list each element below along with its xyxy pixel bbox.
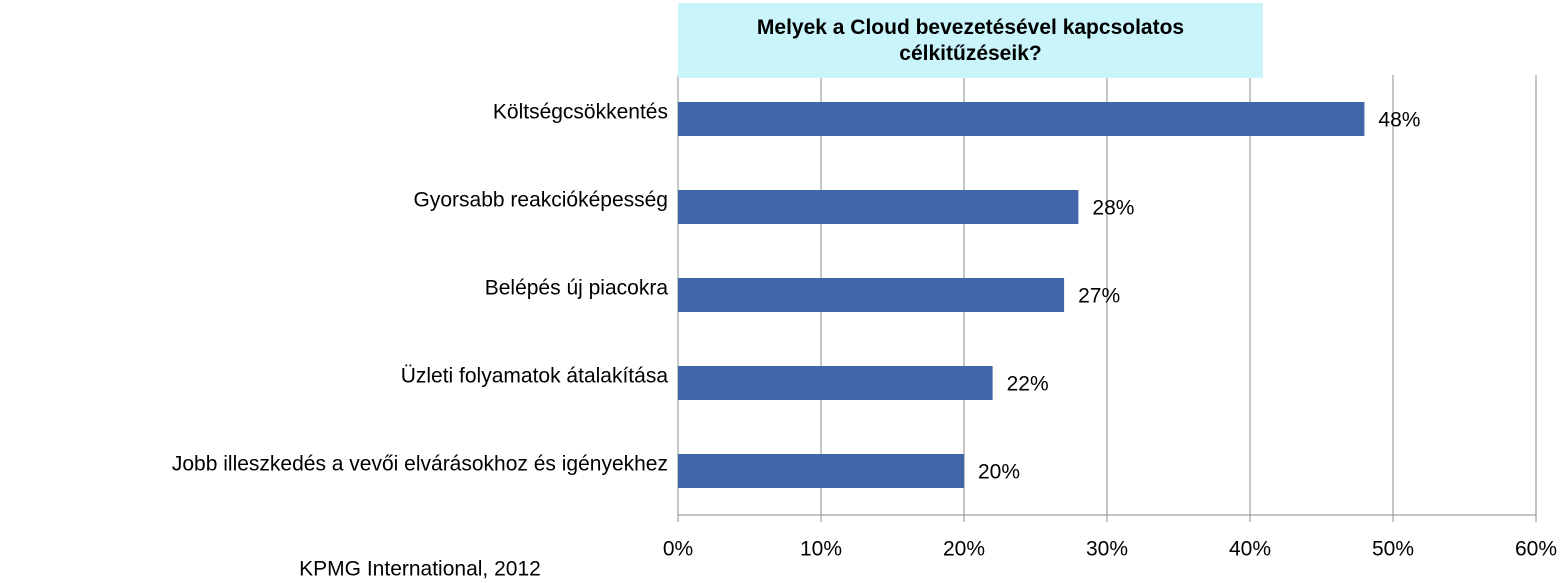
x-tick-label: 40%	[1229, 538, 1271, 561]
x-tick-label: 0%	[663, 538, 693, 561]
x-tick-label: 30%	[1086, 538, 1128, 561]
chart-title: Melyek a Cloud bevezetésével kapcsolatos…	[678, 3, 1263, 78]
x-tick-label: 60%	[1515, 538, 1557, 561]
y-tick-label: Jobb illeszkedés a vevői elvárásokhoz és…	[172, 453, 668, 476]
source-note: KPMG International, 2012	[299, 558, 541, 581]
value-label: 28%	[1092, 197, 1134, 220]
value-label: 48%	[1378, 109, 1420, 132]
x-tick-label: 10%	[800, 538, 842, 561]
y-tick-label: Költségcsökkentés	[493, 101, 668, 124]
x-tick-label: 50%	[1372, 538, 1414, 561]
x-tick-label: 20%	[943, 538, 985, 561]
bar	[678, 366, 993, 400]
value-label: 20%	[978, 461, 1020, 484]
y-tick-label: Belépés új piacokra	[485, 277, 669, 300]
bar	[678, 278, 1065, 312]
y-tick-label: Gyorsabb reakcióképesség	[414, 189, 668, 212]
bar	[678, 190, 1079, 224]
y-tick-label: Üzleti folyamatok átalakítása	[401, 365, 669, 388]
value-label: 27%	[1078, 285, 1120, 308]
value-label: 22%	[1007, 373, 1049, 396]
bar	[678, 102, 1365, 136]
bar	[678, 454, 964, 488]
